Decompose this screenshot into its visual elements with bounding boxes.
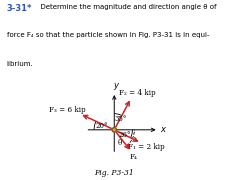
Text: F₃ = 6 kip: F₃ = 6 kip xyxy=(49,106,85,114)
Text: 35°: 35° xyxy=(114,115,126,123)
Text: x: x xyxy=(160,125,165,134)
Text: θ: θ xyxy=(117,139,121,147)
Text: F₁ = 2 kip: F₁ = 2 kip xyxy=(128,143,164,151)
Text: force F₄ so that the particle shown in Fig. P3-31 is in equi-: force F₄ so that the particle shown in F… xyxy=(7,32,208,38)
Text: 20°: 20° xyxy=(96,122,108,130)
Text: librium.: librium. xyxy=(7,61,33,67)
Text: Fig. P3-31: Fig. P3-31 xyxy=(94,169,133,177)
Text: 26°: 26° xyxy=(118,131,130,139)
Text: 3-31*: 3-31* xyxy=(7,4,32,13)
Circle shape xyxy=(111,128,116,132)
Text: y: y xyxy=(112,81,117,90)
Text: F₂ = 4 kip: F₂ = 4 kip xyxy=(118,89,155,97)
Text: Determine the magnitude and direction angle θ of: Determine the magnitude and direction an… xyxy=(36,4,216,10)
Text: F₄: F₄ xyxy=(129,153,137,161)
